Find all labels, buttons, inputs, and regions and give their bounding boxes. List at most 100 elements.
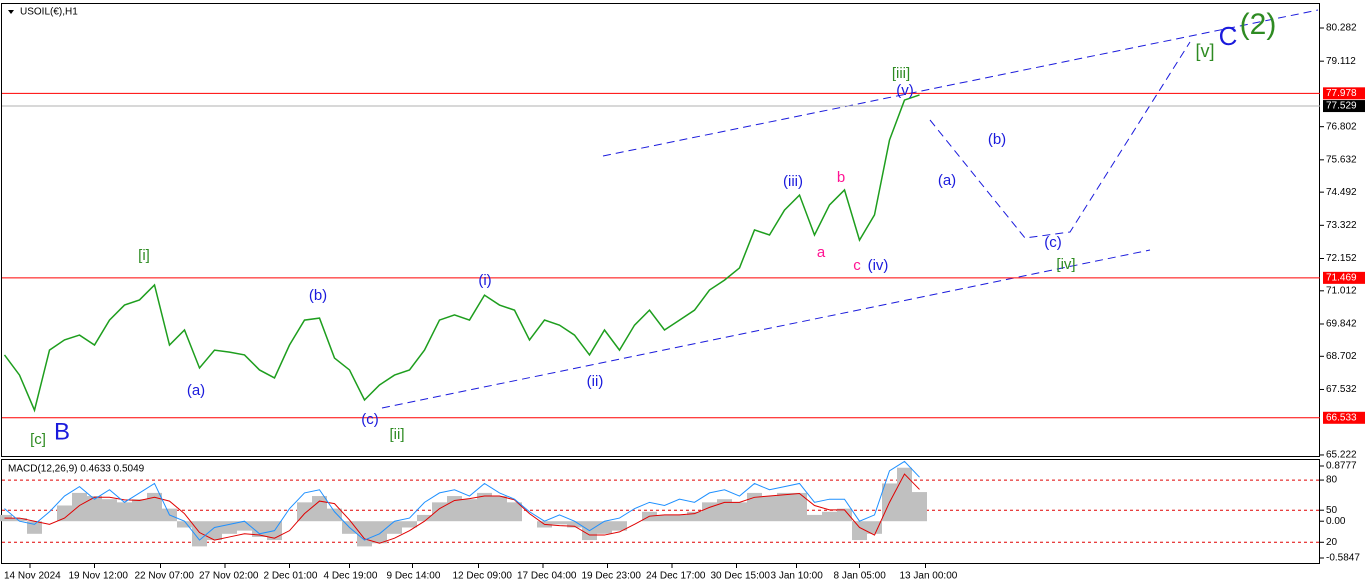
wave-label: [iv] — [1056, 256, 1075, 273]
macd-bar — [462, 499, 477, 522]
x-tick-label: 8 Jan 05:00 — [834, 571, 887, 582]
level-label: 77.978 — [1326, 88, 1357, 99]
macd-bar — [297, 502, 312, 522]
macd-bar — [822, 511, 837, 522]
x-tick-label: 30 Dec 15:00 — [711, 571, 771, 582]
wave-label: (iii) — [783, 173, 803, 190]
wave-label: [v] — [1195, 41, 1214, 61]
x-tick-label: 22 Nov 07:00 — [135, 571, 195, 582]
macd-bar — [372, 521, 387, 544]
level-label: 71.469 — [1326, 272, 1357, 283]
wave-label: [i] — [138, 247, 150, 264]
wave-label: (i) — [478, 272, 491, 289]
last-price-bg — [1323, 100, 1365, 113]
y-tick-label: 73.322 — [1326, 220, 1357, 231]
wave-label: (b) — [988, 131, 1006, 148]
y-tick-label: 74.492 — [1326, 187, 1357, 198]
macd-bar — [732, 502, 747, 522]
wave-label: (iv) — [868, 257, 889, 274]
last-price-label: 77.529 — [1326, 101, 1357, 112]
level-label-bg — [1323, 87, 1365, 100]
macd-bar — [477, 492, 492, 522]
y-tick-label: 68.702 — [1326, 351, 1357, 362]
macd-bar — [222, 521, 237, 534]
wave-label: B — [54, 418, 70, 445]
y-tick-label: 50 — [1326, 505, 1338, 516]
upper-channel — [602, 9, 1319, 157]
macd-bar — [492, 496, 507, 522]
macd-bar — [837, 508, 852, 522]
y-tick-label: 72.152 — [1326, 253, 1357, 264]
macd-bar — [657, 514, 672, 522]
macd-bar — [57, 505, 72, 522]
wave-label: a — [817, 244, 826, 261]
macd-bar — [87, 496, 102, 522]
y-tick-label: 80 — [1326, 475, 1338, 486]
macd-bar — [912, 492, 927, 522]
menu-arrow — [8, 10, 14, 14]
level-label-bg — [1323, 411, 1365, 424]
macd-bar — [852, 521, 867, 541]
macd-bar — [747, 492, 762, 522]
wave-label: (2) — [1240, 8, 1277, 41]
y-tick-label: 80.282 — [1326, 23, 1357, 34]
level-label-bg — [1323, 271, 1365, 284]
macd-bar — [507, 502, 522, 522]
macd-bar — [717, 499, 732, 522]
macd-bar — [177, 521, 192, 528]
macd-bar — [27, 521, 42, 534]
x-tick-label: 14 Nov 2024 — [4, 571, 61, 582]
wave-label: C — [1219, 21, 1238, 51]
macd-bar — [807, 514, 822, 522]
y-tick-label: 69.842 — [1326, 319, 1357, 330]
chart-title: USOIL(€),H1 — [20, 7, 78, 18]
macd-bar — [687, 511, 702, 522]
x-tick-label: 4 Dec 19:00 — [324, 571, 378, 582]
wave-label: b — [837, 169, 845, 186]
wave-label: (c) — [361, 411, 379, 428]
projection-path — [929, 41, 1191, 239]
wave-label: (a) — [938, 172, 956, 189]
x-tick-label: 17 Dec 04:00 — [517, 571, 577, 582]
x-tick-label: 19 Dec 23:00 — [582, 571, 642, 582]
macd-bar — [72, 492, 87, 522]
macd-bar — [897, 467, 912, 522]
macd-bar — [312, 496, 327, 522]
macd-bar — [12, 518, 27, 522]
price-panel — [1, 3, 1320, 457]
x-tick-label: 12 Dec 09:00 — [453, 571, 513, 582]
macd-bar — [672, 514, 687, 522]
macd-bar — [702, 502, 717, 522]
macd-bar — [867, 521, 882, 534]
macd-bar — [552, 521, 567, 525]
macd-bar — [762, 496, 777, 522]
macd-bar — [237, 521, 252, 531]
x-tick-label: 3 Jan 10:00 — [771, 571, 824, 582]
macd-line — [4, 460, 920, 541]
lower-channel — [381, 249, 1151, 409]
macd-bar — [417, 514, 432, 522]
macd-bar — [207, 521, 222, 541]
y-tick-label: 20 — [1326, 537, 1338, 548]
macd-title: MACD(12,26,9) 0.4633 0.5049 — [8, 464, 145, 475]
macd-panel — [1, 459, 1320, 564]
macd-bar — [597, 521, 612, 534]
x-tick-label: 9 Dec 14:00 — [387, 571, 441, 582]
y-tick-label: 67.532 — [1326, 384, 1357, 395]
wave-label: [c] — [30, 431, 46, 448]
wave-label: [iii] — [892, 65, 910, 82]
macd-bar — [612, 521, 627, 531]
wave-label: [ii] — [390, 426, 405, 443]
price-line — [3, 94, 920, 413]
wave-label: (c) — [1044, 234, 1062, 251]
macd-bar — [777, 492, 792, 522]
y-tick-label: 0.8777 — [1326, 461, 1357, 472]
macd-bar — [357, 521, 372, 547]
macd-bar — [132, 499, 147, 522]
wave-label: (b) — [309, 287, 327, 304]
x-tick-label: 13 Jan 00:00 — [900, 571, 958, 582]
macd-bar — [327, 508, 342, 522]
wave-label: (a) — [187, 382, 205, 399]
y-tick-label: 65.222 — [1326, 450, 1357, 461]
